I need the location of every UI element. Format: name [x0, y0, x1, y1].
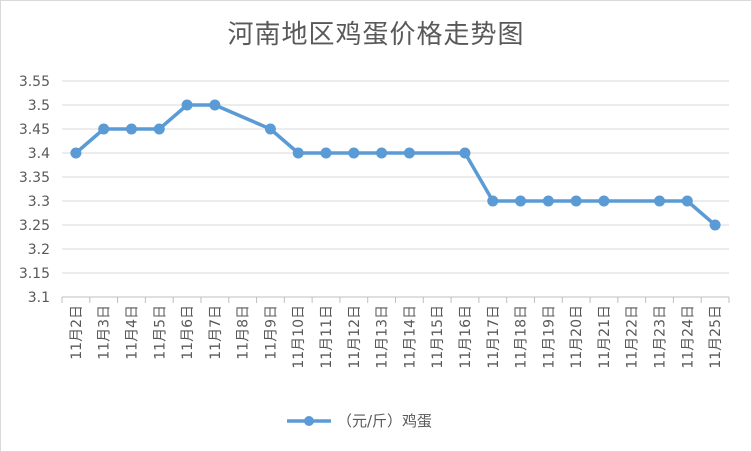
- y-tick-label: 3.5: [28, 98, 50, 114]
- x-tick-label: 11月13日: [375, 305, 391, 369]
- x-tick-label: 11月21日: [597, 305, 613, 369]
- y-tick-label: 3.25: [19, 218, 50, 234]
- y-tick-label: 3.1: [28, 290, 50, 306]
- legend-marker: [304, 416, 314, 426]
- x-tick-label: 11月12日: [347, 305, 363, 369]
- y-axis-ticks: 3.1 3.15 3.2 3.25 3.3 3.35 3.4 3.45 3.5 3.55: [19, 74, 50, 306]
- data-point: [181, 99, 193, 111]
- x-tick-label: 11月19日: [541, 305, 557, 369]
- x-tick-label: 11月16日: [458, 305, 474, 369]
- legend-label: （元/斤）鸡蛋: [337, 412, 432, 430]
- data-point: [348, 147, 360, 159]
- series-points: [70, 99, 721, 231]
- legend: （元/斤）鸡蛋: [287, 412, 432, 430]
- data-point: [209, 99, 221, 111]
- x-tick-label: 11月5日: [152, 305, 168, 360]
- x-axis: [61, 296, 730, 303]
- data-point: [320, 147, 332, 159]
- y-tick-label: 3.2: [28, 242, 50, 258]
- x-tick-label: 11月3日: [97, 305, 113, 360]
- x-tick-label: 11月6日: [180, 305, 196, 360]
- data-point: [487, 195, 499, 207]
- data-point: [709, 219, 721, 231]
- data-point: [570, 195, 582, 207]
- data-point: [515, 195, 527, 207]
- x-tick-label: 11月10日: [291, 305, 307, 369]
- x-tick-label: 11月18日: [514, 305, 530, 369]
- data-point: [598, 195, 610, 207]
- x-axis-ticks: 11月2日 11月3日 11月4日 11月5日 11月6日 11月7日 11月8日 11月9日…: [69, 305, 724, 369]
- data-point: [654, 195, 666, 207]
- data-point: [403, 147, 415, 159]
- data-point: [459, 147, 471, 159]
- data-point: [292, 147, 304, 159]
- x-tick-label: 11月24日: [680, 305, 696, 369]
- data-point: [376, 147, 388, 159]
- data-point: [125, 123, 137, 135]
- data-point: [681, 195, 693, 207]
- data-point: [153, 123, 165, 135]
- x-tick-label: 11月7日: [208, 305, 224, 360]
- x-tick-label: 11月14日: [402, 305, 418, 369]
- x-tick-label: 11月9日: [263, 305, 279, 360]
- data-point: [264, 123, 276, 135]
- data-point: [98, 123, 110, 135]
- data-point: [542, 195, 554, 207]
- x-tick-label: 11月17日: [486, 305, 502, 369]
- chart-title: 河南地区鸡蛋价格走势图: [227, 20, 525, 50]
- series-line: [74, 103, 717, 227]
- x-tick-label: 11月11日: [319, 305, 335, 369]
- y-tick-label: 3.4: [28, 146, 50, 162]
- x-tick-label: 11月23日: [653, 305, 669, 369]
- x-tick-label: 11月8日: [236, 305, 252, 360]
- y-tick-label: 3.35: [19, 170, 50, 186]
- x-tick-label: 11月15日: [430, 305, 446, 369]
- y-tick-label: 3.55: [19, 74, 50, 90]
- x-tick-label: 11月4日: [124, 305, 140, 360]
- gridlines: [62, 80, 729, 274]
- x-tick-label: 11月25日: [708, 305, 724, 369]
- data-point: [70, 147, 82, 159]
- x-tick-label: 11月22日: [625, 305, 641, 369]
- y-tick-label: 3.15: [19, 266, 50, 282]
- y-tick-label: 3.3: [28, 194, 50, 210]
- series-lines: [74, 103, 717, 227]
- x-tick-label: 11月2日: [69, 305, 85, 360]
- y-tick-label: 3.45: [19, 122, 50, 138]
- x-tick-label: 11月20日: [569, 305, 585, 369]
